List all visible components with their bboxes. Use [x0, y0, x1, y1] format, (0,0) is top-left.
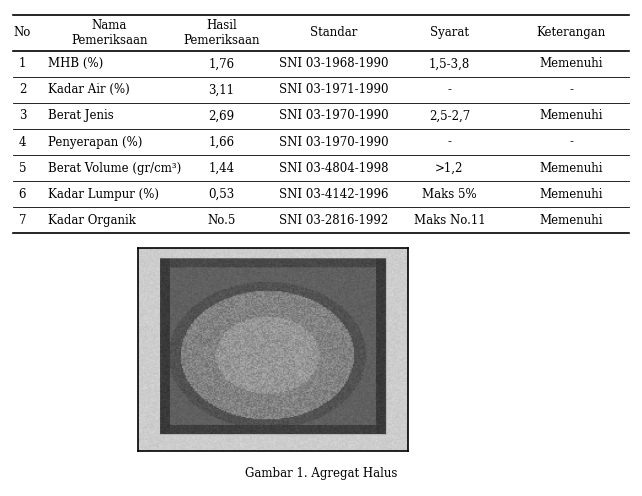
Text: Memenuhi: Memenuhi: [540, 110, 603, 123]
Text: SNI 03-1970-1990: SNI 03-1970-1990: [279, 135, 388, 148]
Text: 1,76: 1,76: [209, 58, 234, 70]
Text: -: -: [447, 83, 451, 96]
Text: SNI 03-1970-1990: SNI 03-1970-1990: [279, 110, 388, 123]
Text: 2,5-2,7: 2,5-2,7: [429, 110, 470, 123]
Text: SNI 03-4142-1996: SNI 03-4142-1996: [279, 187, 388, 200]
Text: Standar: Standar: [310, 26, 358, 39]
Text: Memenuhi: Memenuhi: [540, 214, 603, 227]
Text: 1,66: 1,66: [209, 135, 234, 148]
Text: Berat Volume (gr/cm³): Berat Volume (gr/cm³): [48, 162, 182, 175]
Text: 5: 5: [19, 162, 26, 175]
Text: Berat Jenis: Berat Jenis: [48, 110, 114, 123]
Text: Memenuhi: Memenuhi: [540, 187, 603, 200]
Text: Nama
Pemeriksaan: Nama Pemeriksaan: [71, 19, 148, 47]
Text: 1,44: 1,44: [209, 162, 234, 175]
Text: Memenuhi: Memenuhi: [540, 58, 603, 70]
Text: SNI 03-1971-1990: SNI 03-1971-1990: [279, 83, 388, 96]
Text: 0,53: 0,53: [209, 187, 234, 200]
Text: Kadar Air (%): Kadar Air (%): [48, 83, 130, 96]
Text: Hasil
Pemeriksaan: Hasil Pemeriksaan: [183, 19, 260, 47]
Text: Kadar Organik: Kadar Organik: [48, 214, 136, 227]
Text: SNI 03-1968-1990: SNI 03-1968-1990: [279, 58, 388, 70]
Text: 1,5-3,8: 1,5-3,8: [429, 58, 470, 70]
Text: Penyerapan (%): Penyerapan (%): [48, 135, 143, 148]
Text: 3: 3: [19, 110, 26, 123]
Text: 3,11: 3,11: [209, 83, 234, 96]
Text: No: No: [13, 26, 31, 39]
Text: >1,2: >1,2: [435, 162, 464, 175]
Text: -: -: [569, 135, 573, 148]
Text: SNI 03-2816-1992: SNI 03-2816-1992: [279, 214, 388, 227]
Text: Keterangan: Keterangan: [537, 26, 606, 39]
Text: 2,69: 2,69: [209, 110, 234, 123]
Text: MHB (%): MHB (%): [48, 58, 103, 70]
Text: 4: 4: [19, 135, 26, 148]
Text: -: -: [447, 135, 451, 148]
Text: 1: 1: [19, 58, 26, 70]
Text: No.5: No.5: [207, 214, 236, 227]
Text: 2: 2: [19, 83, 26, 96]
Text: Syarat: Syarat: [430, 26, 469, 39]
Text: 6: 6: [19, 187, 26, 200]
Text: Maks No.11: Maks No.11: [413, 214, 485, 227]
Text: Kadar Lumpur (%): Kadar Lumpur (%): [48, 187, 159, 200]
Text: 7: 7: [19, 214, 26, 227]
Text: Memenuhi: Memenuhi: [540, 162, 603, 175]
Text: Gambar 1. Agregat Halus: Gambar 1. Agregat Halus: [245, 467, 397, 480]
Text: Maks 5%: Maks 5%: [422, 187, 477, 200]
Text: SNI 03-4804-1998: SNI 03-4804-1998: [279, 162, 388, 175]
Text: -: -: [569, 83, 573, 96]
